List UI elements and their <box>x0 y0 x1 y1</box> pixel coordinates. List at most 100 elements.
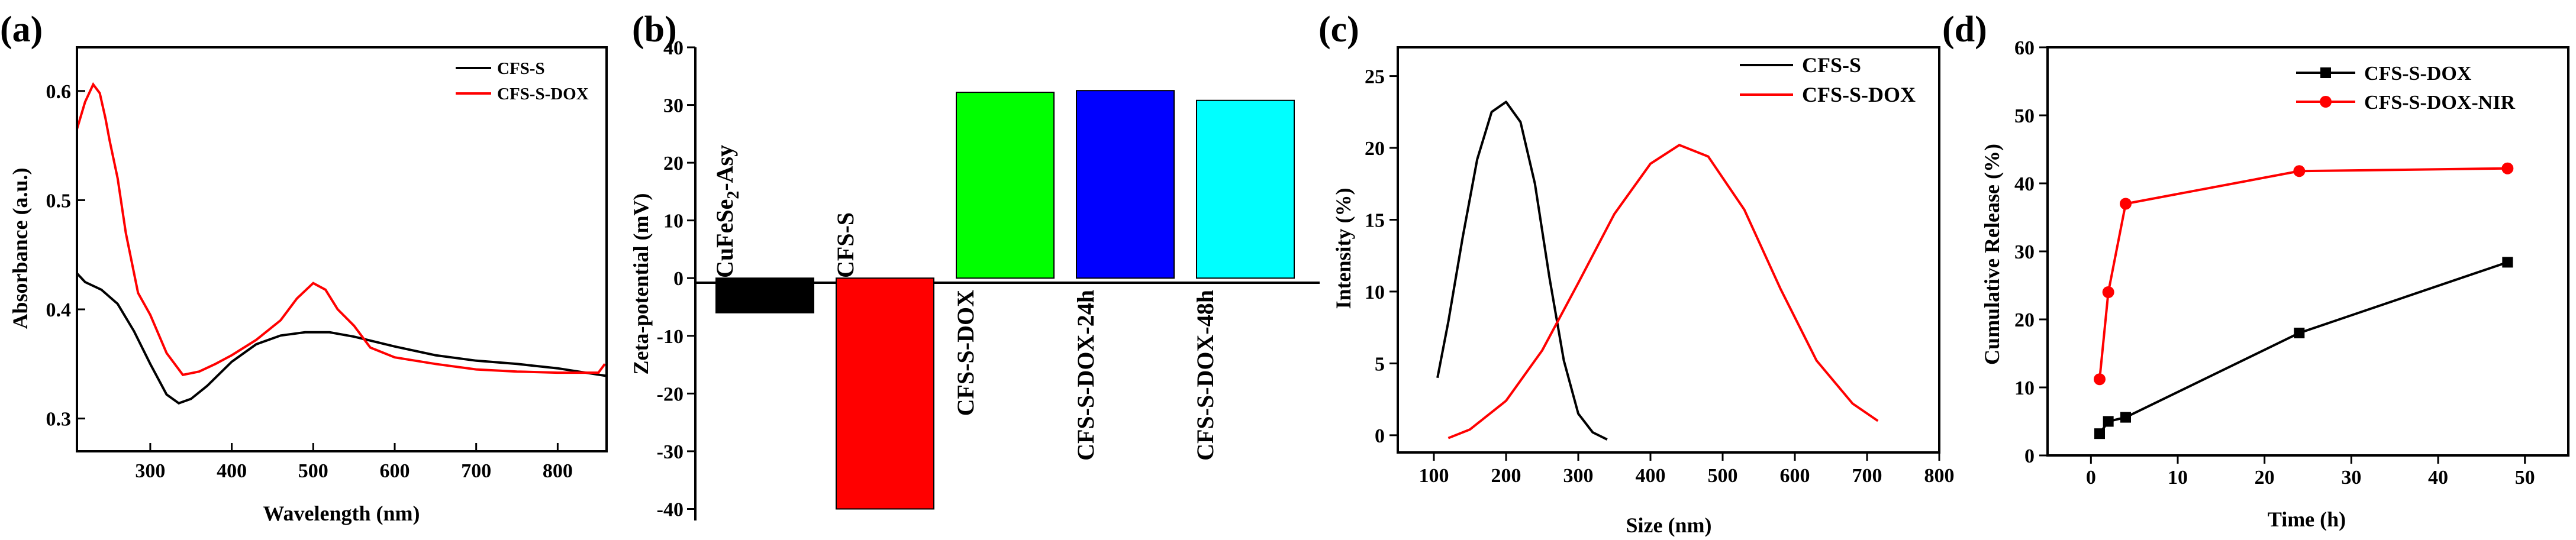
panel-b-y-tick-label-4: 0 <box>673 268 684 290</box>
panel-d-x-axis-title: Time (h) <box>2268 507 2346 531</box>
panel-c-legend: CFS-S CFS-S-DOX <box>1740 53 1916 106</box>
panel-a-y-axis-title: Absorbance (a.u.) <box>8 167 32 329</box>
panel-a-series <box>76 82 607 405</box>
panel-b-bar-3 <box>1076 90 1175 279</box>
panel-a-label: (a) <box>0 9 43 50</box>
panel-b-y-tick-label-6: 20 <box>663 153 684 174</box>
panel-d-label: (d) <box>1942 9 1987 50</box>
panel-b-cat-label-4: CFS-S-DOX-48h <box>1192 290 1218 461</box>
panel-c-x-tick-label-5: 600 <box>1780 465 1810 487</box>
panel-a-y-tick-label-2: 0.5 <box>46 190 72 212</box>
panel-c-x-tick-label-3: 400 <box>1636 465 1666 487</box>
panel-d-legend-label-cfs-s-dox-nir: CFS-S-DOX-NIR <box>2364 92 2515 114</box>
panel-b-bar-1 <box>836 277 934 510</box>
panel-c-x-tick-label-1: 200 <box>1491 465 1521 487</box>
panel-b-cat-label-0: CuFeSe2-Asy <box>711 145 743 278</box>
panel-b-y-tick-label-3: -10 <box>657 326 684 348</box>
panel-a-series-line-1 <box>76 82 606 377</box>
panel-a-x-tick-label-0: 300 <box>135 460 165 482</box>
panel-b-y-tick-label-1: -30 <box>657 441 684 463</box>
panel-b-bars <box>715 90 1295 510</box>
panel-c-y-tick-label-2: 10 <box>1365 282 1385 303</box>
panel-d-y-tick-label-5: 50 <box>2014 105 2035 127</box>
panel-c-frame <box>1397 46 1940 454</box>
panel-a-x-tick-label-3: 600 <box>380 460 410 482</box>
panel-c-y-tick-label-3: 15 <box>1365 209 1385 231</box>
panel-c-x-tick-label-7: 800 <box>1924 465 1955 487</box>
panel-d-series <box>2094 162 2514 439</box>
panel-b-y-tick-label-2: -20 <box>657 383 684 405</box>
panel-b-bar-2 <box>956 92 1055 279</box>
panel-c: (c) 100 200 300 400 500 600 700 800 0510152025 … <box>1318 9 1955 537</box>
panel-b-label: (b) <box>632 9 677 50</box>
panel-d-series-line-0 <box>2098 261 2508 435</box>
panel-a-series-line-0 <box>76 272 607 405</box>
panel-c-series-line-1 <box>1447 144 1879 439</box>
panel-d-y-tick-label-1: 10 <box>2014 377 2035 399</box>
panel-a: (a) 300 400 500 600 700 800 0.3 0.4 0.5 0.6 Wave… <box>0 9 608 525</box>
panel-d-point-1-1 <box>2102 286 2114 298</box>
panel-b-cat-label-1: CFS-S <box>832 212 859 278</box>
panel-d-legend-marker-cfs-s-dox-nir <box>2320 96 2332 108</box>
panel-a-x-axis-title: Wavelength (nm) <box>263 502 420 525</box>
panel-d-point-1-4 <box>2501 162 2514 174</box>
panel-b-y-ticks: -40 -30 -20 -10 0 10 20 30 40 <box>657 37 695 520</box>
panel-c-x-ticks: 100 200 300 400 500 600 700 800 <box>1419 452 1955 487</box>
panel-d-point-1-2 <box>2120 198 2132 210</box>
panel-c-x-tick-label-4: 500 <box>1708 465 1738 487</box>
panel-d-point-0-0 <box>2094 428 2105 439</box>
panel-a-x-tick-label-4: 700 <box>461 460 491 482</box>
panel-b-bar-0 <box>715 277 814 313</box>
panel-b: (b) -40 -30 -20 -10 0 10 20 30 40 Zeta-potential… <box>629 9 1320 520</box>
panel-b-cat-label-2: CFS-S-DOX <box>952 290 979 416</box>
panel-d-point-0-4 <box>2502 257 2513 268</box>
panel-b-y-tick-label-0: -40 <box>657 499 684 520</box>
panel-c-x-tick-label-2: 300 <box>1563 465 1594 487</box>
panel-b-bar-4 <box>1196 99 1295 279</box>
panel-d-x-ticks: 0 10 20 30 40 50 <box>2086 455 2535 489</box>
panel-d-y-tick-label-6: 60 <box>2014 37 2035 59</box>
panel-a-legend-label-cfs-s: CFS-S <box>497 59 545 78</box>
panel-d-point-1-3 <box>2293 165 2306 177</box>
panel-a-x-tick-label-5: 800 <box>543 460 573 482</box>
panel-b-y-axis-title: Zeta-potential (mV) <box>629 193 653 375</box>
panel-a-legend-label-cfs-s-dox: CFS-S-DOX <box>497 85 589 104</box>
panel-a-x-tick-label-2: 500 <box>298 460 328 482</box>
panel-a-x-tick-label-1: 400 <box>217 460 247 482</box>
panel-d-legend-label-cfs-s-dox: CFS-S-DOX <box>2364 63 2472 85</box>
panel-c-y-tick-label-5: 25 <box>1365 66 1385 88</box>
panel-c-x-tick-label-0: 100 <box>1419 465 1449 487</box>
panel-d-x-tick-label-1: 10 <box>2168 467 2188 489</box>
panel-b-category-labels: CuFeSe2-Asy CFS-S CFS-S-DOX CFS-S-DOX-24… <box>711 145 1218 461</box>
panel-c-y-tick-label-4: 20 <box>1365 138 1385 160</box>
panel-a-y-tick-label-0: 0.3 <box>46 409 72 431</box>
panel-b-cat-label-3: CFS-S-DOX-24h <box>1072 290 1099 461</box>
panel-a-y-tick-label-1: 0.4 <box>46 299 72 321</box>
panel-d-y-tick-label-0: 0 <box>2024 445 2035 467</box>
panel-c-series <box>1436 101 1879 441</box>
panel-b-y-tick-label-5: 10 <box>663 211 684 232</box>
panel-d-y-ticks: 0 10 20 30 40 50 60 <box>2014 37 2048 467</box>
panel-a-y-ticks: 0.3 0.4 0.5 0.6 <box>46 81 85 431</box>
panel-a-y-tick-label-3: 0.6 <box>46 81 72 103</box>
panel-a-x-ticks: 300 400 500 600 700 800 <box>135 443 573 482</box>
panel-d-y-tick-label-2: 20 <box>2014 309 2035 331</box>
panel-b-y-tick-label-8: 40 <box>663 37 684 59</box>
panel-d-x-tick-label-5: 50 <box>2515 467 2535 489</box>
panel-a-frame <box>76 46 608 452</box>
panel-d: (d) 0 10 20 30 40 50 0 10 20 30 40 50 60 Time (h) C… <box>1942 9 2569 531</box>
panel-d-legend: CFS-S-DOX CFS-S-DOX-NIR <box>2296 63 2515 114</box>
panel-c-legend-label-cfs-s: CFS-S <box>1802 53 1861 77</box>
panel-c-series-line-0 <box>1436 101 1608 441</box>
panel-d-y-axis-title: Cumulative Release (%) <box>1980 144 2004 365</box>
panel-d-series-line-1 <box>2098 167 2508 380</box>
panel-d-point-0-1 <box>2103 416 2114 427</box>
panel-b-y-tick-label-7: 30 <box>663 95 684 117</box>
panel-d-point-1-0 <box>2094 373 2106 386</box>
panel-c-y-tick-label-1: 5 <box>1375 353 1385 375</box>
panel-d-point-0-3 <box>2294 328 2305 338</box>
panel-d-x-tick-label-3: 30 <box>2341 467 2361 489</box>
panel-d-y-tick-label-4: 40 <box>2014 173 2035 195</box>
panel-c-x-axis-title: Size (nm) <box>1626 513 1712 537</box>
